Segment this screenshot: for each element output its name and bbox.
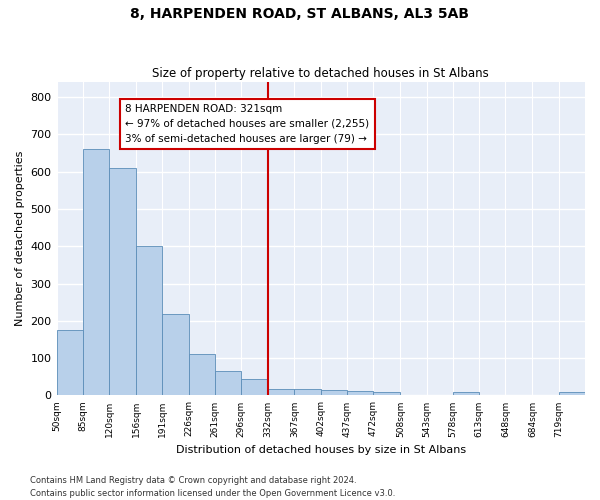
Text: Contains HM Land Registry data © Crown copyright and database right 2024.
Contai: Contains HM Land Registry data © Crown c… [30, 476, 395, 498]
Bar [83, 149, 109, 396]
Bar [453, 392, 479, 396]
Bar [215, 371, 241, 396]
Y-axis label: Number of detached properties: Number of detached properties [15, 151, 25, 326]
Bar [241, 378, 268, 396]
X-axis label: Distribution of detached houses by size in St Albans: Distribution of detached houses by size … [176, 445, 466, 455]
Bar [109, 168, 136, 396]
Text: 8 HARPENDEN ROAD: 321sqm
← 97% of detached houses are smaller (2,255)
3% of semi: 8 HARPENDEN ROAD: 321sqm ← 97% of detach… [125, 104, 370, 144]
Bar [136, 246, 163, 396]
Bar [56, 330, 83, 396]
Bar [268, 388, 295, 396]
Text: 8, HARPENDEN ROAD, ST ALBANS, AL3 5AB: 8, HARPENDEN ROAD, ST ALBANS, AL3 5AB [131, 8, 470, 22]
Bar [295, 389, 321, 396]
Bar [321, 390, 347, 396]
Bar [188, 354, 215, 396]
Title: Size of property relative to detached houses in St Albans: Size of property relative to detached ho… [152, 66, 489, 80]
Bar [373, 392, 400, 396]
Bar [559, 392, 585, 396]
Bar [163, 314, 188, 396]
Bar [347, 390, 373, 396]
